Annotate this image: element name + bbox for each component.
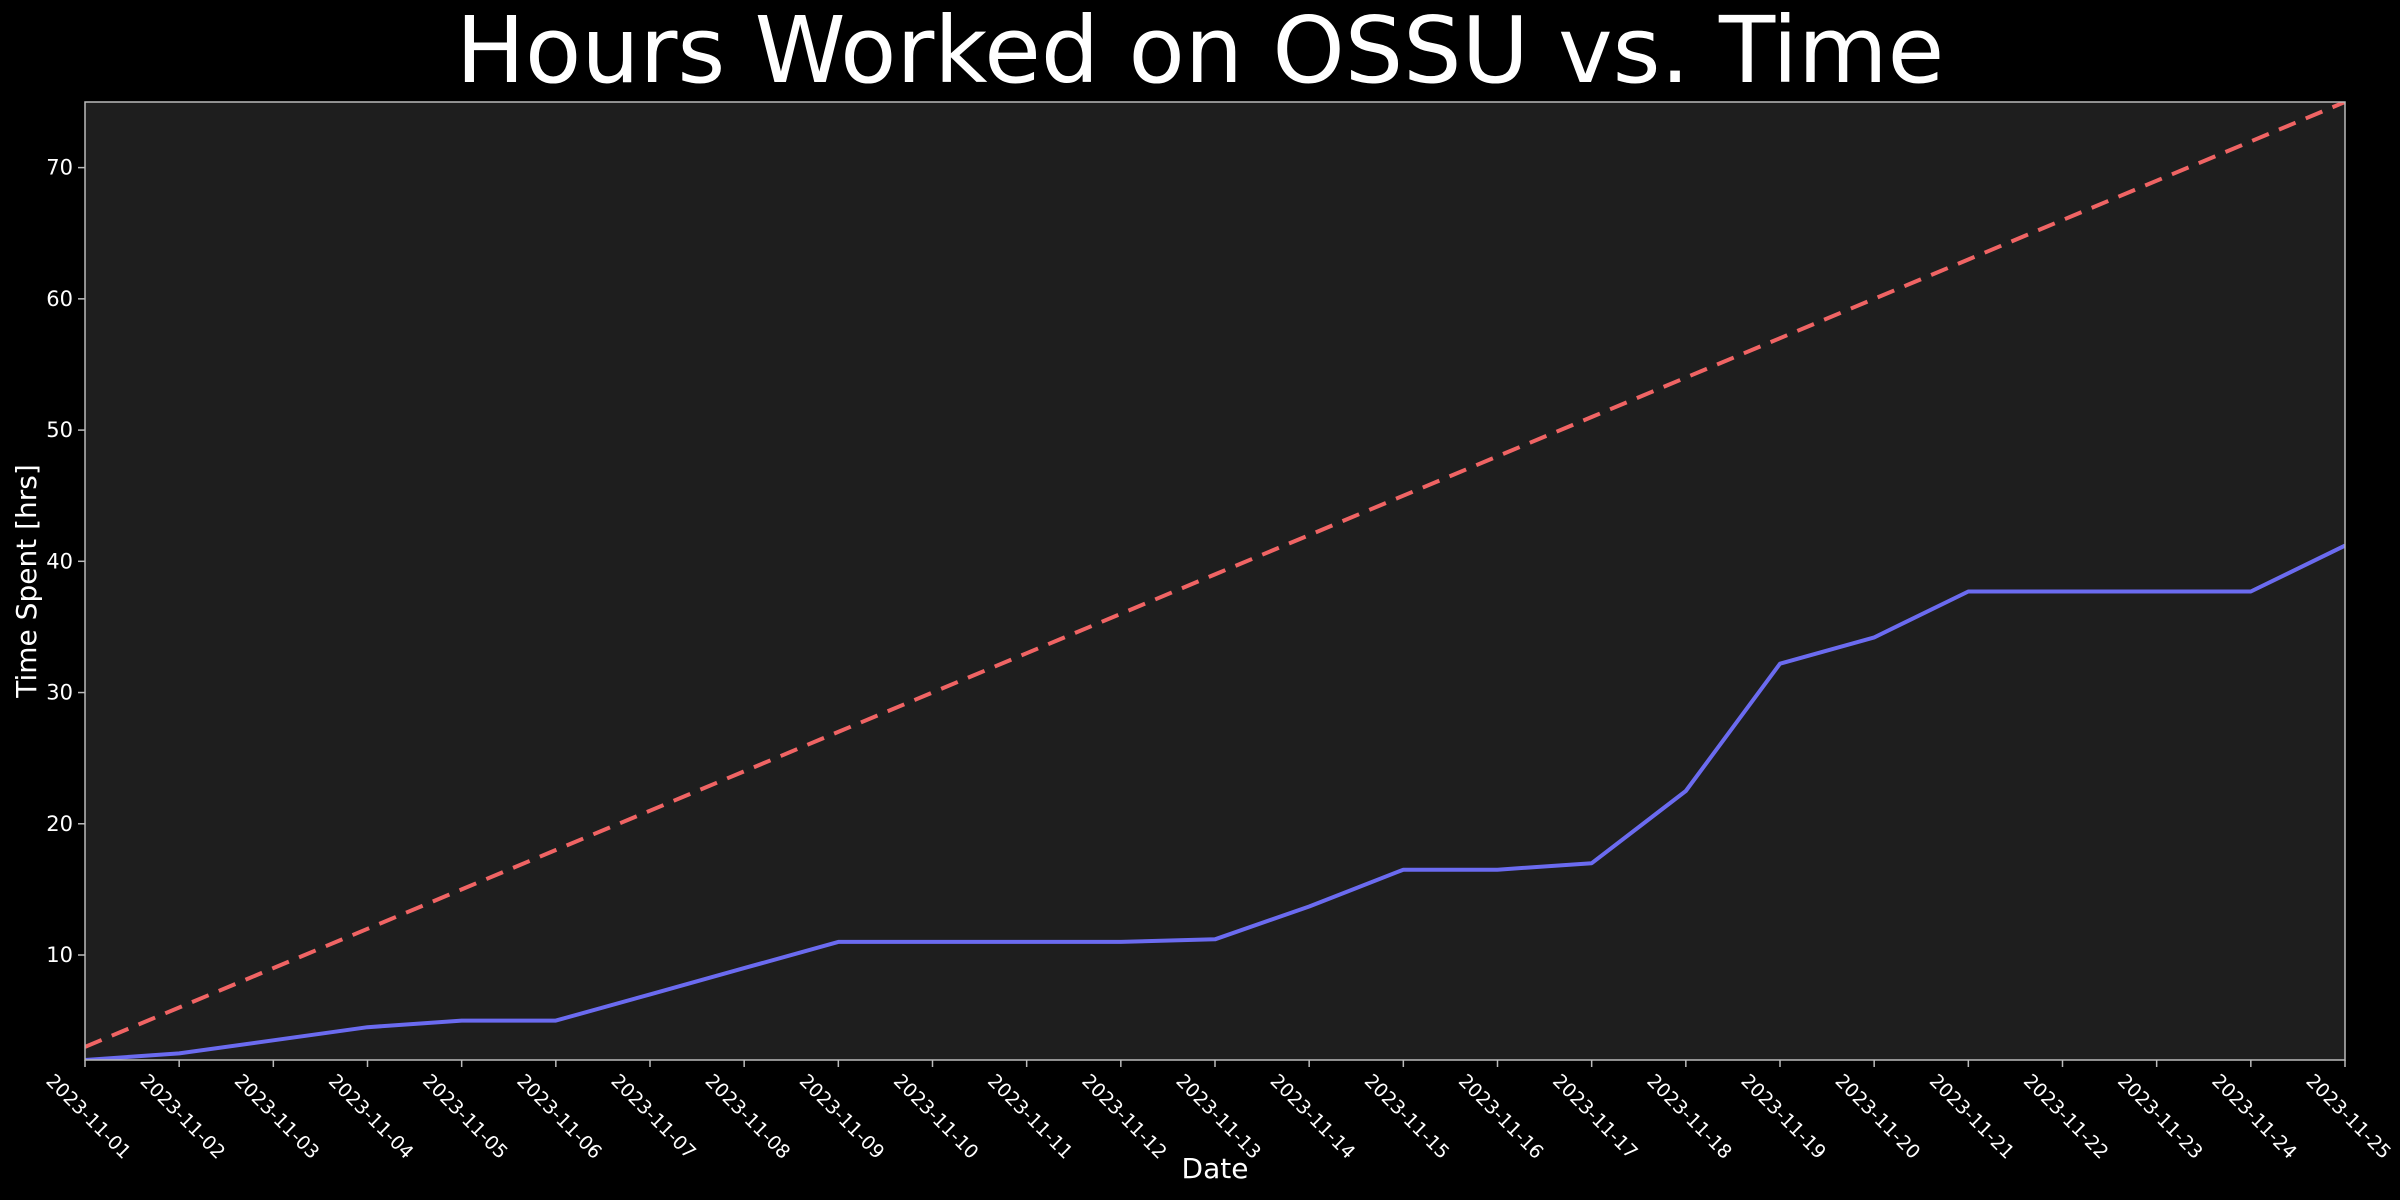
hours-worked-series-line [85,543,2345,1060]
x-tick-label: 2023-11-25 [2301,1070,2395,1164]
x-tick-label: 2023-11-12 [1077,1070,1171,1164]
x-tick-label: 2023-11-18 [1642,1070,1736,1164]
y-tick-label: 40 [46,549,73,573]
x-tick-label: 2023-11-07 [606,1070,700,1164]
plot-frame [84,101,2346,1061]
series-layer [85,102,2345,1060]
y-tick-label: 10 [46,943,73,967]
x-tick-label: 2023-11-03 [230,1070,324,1164]
x-tick-label: 2023-11-16 [1454,1070,1548,1164]
x-tick-label: 2023-11-05 [418,1070,512,1164]
target-dashed-series-line [85,102,2345,1049]
x-tick-label: 2023-11-08 [701,1070,795,1164]
y-tick-label: 20 [46,812,73,836]
x-tick-label: 2023-11-04 [324,1070,418,1164]
x-tick-label: 2023-11-19 [1736,1070,1830,1164]
y-tick-label: 30 [46,681,73,705]
x-tick-label: 2023-11-06 [512,1070,606,1164]
x-tick-label: 2023-11-02 [136,1070,230,1164]
y-axis-label: Time Spent [hrs] [10,464,43,699]
x-axis: 2023-11-01 2023-11-02 2023-11-03 2023-11-04… [41,1060,2395,1164]
x-tick-label: 2023-11-14 [1266,1070,1360,1164]
x-tick-label: 2023-11-09 [795,1070,889,1164]
x-tick-label: 2023-11-21 [1925,1070,2019,1164]
x-tick-label: 2023-11-24 [2207,1070,2301,1164]
x-tick-label: 2023-11-15 [1360,1070,1454,1164]
y-axis: 10 20 30 40 50 60 70 [46,156,85,967]
x-tick-label: 2023-11-13 [1171,1070,1265,1164]
y-tick-label: 60 [46,287,73,311]
y-tick-label: 50 [46,418,73,442]
y-tick-label: 70 [46,156,73,180]
x-tick-label: 2023-11-22 [2019,1070,2113,1164]
plot-area [85,102,2345,1060]
x-tick-label: 2023-11-10 [889,1070,983,1164]
x-tick-label: 2023-11-01 [41,1070,135,1164]
x-axis-label: Date [1182,1152,1249,1185]
x-tick-label: 2023-11-17 [1548,1070,1642,1164]
chart-title: Hours Worked on OSSU vs. Time [456,0,1944,104]
x-tick-label: 2023-11-11 [983,1070,1077,1164]
x-tick-label: 2023-11-23 [2113,1070,2207,1164]
x-tick-label: 2023-11-20 [1831,1070,1925,1164]
